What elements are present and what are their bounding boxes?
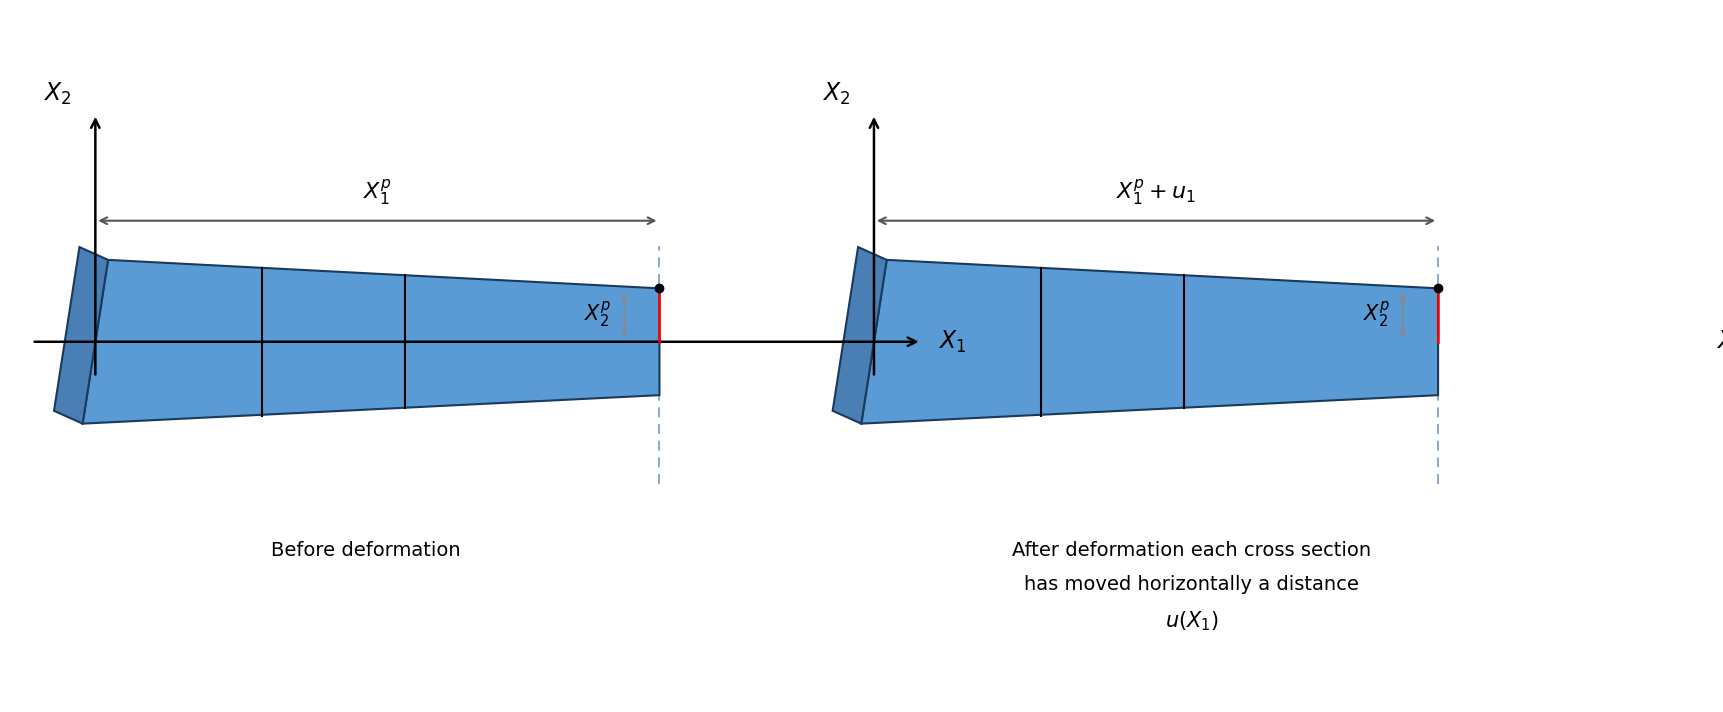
- Text: $X_1$: $X_1$: [1714, 329, 1723, 355]
- Text: $X_2^p$: $X_2^p$: [1363, 300, 1390, 330]
- Text: After deformation each cross section: After deformation each cross section: [1011, 541, 1370, 560]
- Text: $X_2$: $X_2$: [43, 80, 71, 107]
- Polygon shape: [832, 247, 886, 424]
- Text: $X_1$: $X_1$: [937, 329, 965, 355]
- Text: $X_2$: $X_2$: [822, 80, 849, 107]
- Polygon shape: [862, 260, 1437, 424]
- Text: $X_2^p$: $X_2^p$: [584, 300, 612, 330]
- Text: Before deformation: Before deformation: [271, 541, 460, 560]
- Text: $X_1^p$: $X_1^p$: [364, 177, 391, 208]
- Text: has moved horizontally a distance: has moved horizontally a distance: [1023, 575, 1358, 595]
- Text: $X_1^p + u_1$: $X_1^p + u_1$: [1115, 177, 1196, 208]
- Polygon shape: [53, 247, 109, 424]
- Text: $u(X_1)$: $u(X_1)$: [1165, 609, 1218, 633]
- Polygon shape: [83, 260, 660, 424]
